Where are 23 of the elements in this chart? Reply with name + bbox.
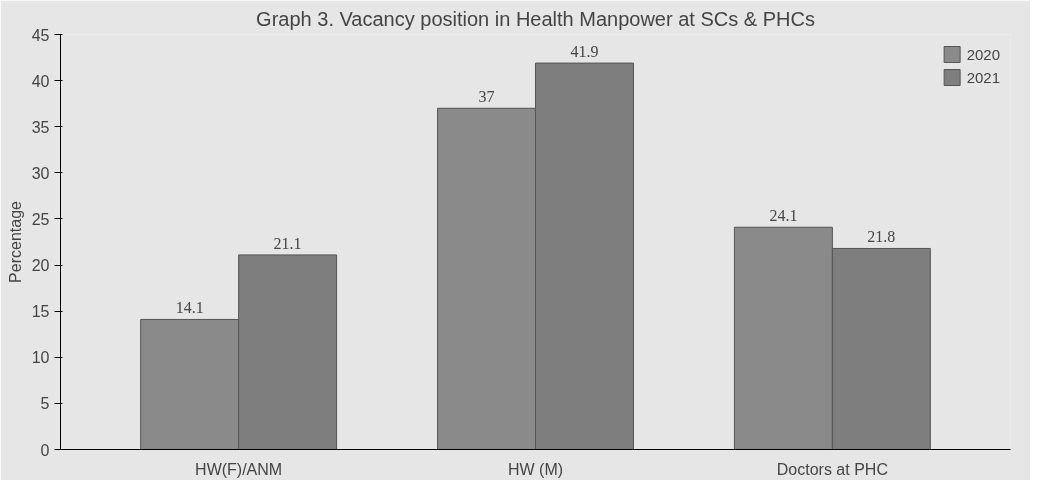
y-tick-label: 5	[40, 395, 50, 413]
y-tick-label: 15	[31, 303, 50, 321]
y-tick-label: 10	[31, 349, 50, 367]
y-tick-label: 35	[31, 118, 50, 136]
chart-title: Graph 3. Vacancy position in Health Manpower at SCs & PHCs	[256, 7, 815, 30]
y-tick-label: 0	[40, 441, 50, 459]
data-label: 21.8	[867, 228, 896, 246]
legend-label: 2020	[966, 45, 1000, 63]
y-tick-label: 40	[31, 72, 50, 90]
data-label: 21.1	[273, 234, 302, 252]
y-tick-label: 45	[31, 26, 50, 44]
y-tick-label: 20	[31, 257, 50, 275]
data-label: 14.1	[175, 299, 204, 317]
legend-label: 2021	[966, 68, 1000, 86]
data-label: 41.9	[570, 43, 599, 61]
y-axis-title: Percentage	[6, 200, 24, 283]
y-tick-label: 30	[31, 164, 50, 182]
x-tick-label: HW (M)	[507, 460, 564, 478]
x-tick-label: Doctors at PHC	[776, 460, 888, 478]
x-tick-label: HW(F)/ANM	[195, 460, 283, 478]
data-label: 24.1	[769, 207, 798, 225]
data-label: 37	[478, 88, 495, 106]
y-tick-label: 25	[31, 210, 50, 228]
